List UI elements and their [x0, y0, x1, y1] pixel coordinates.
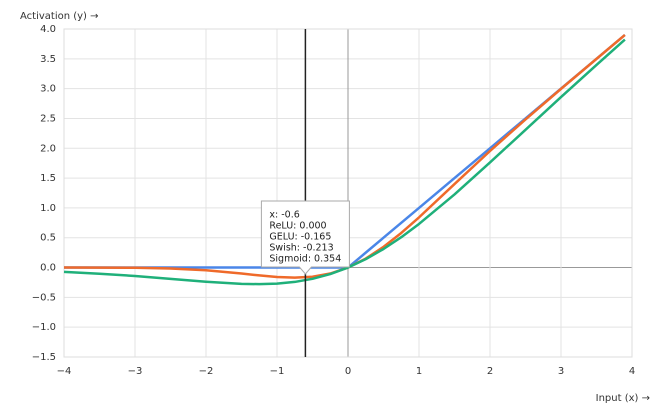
- y-tick-label: −1.0: [32, 322, 56, 333]
- y-axis-label: Activation (y) →: [20, 11, 99, 22]
- x-tick-label: −2: [199, 366, 214, 377]
- x-tick-label: 0: [345, 366, 351, 377]
- y-tick-label: 4.0: [40, 24, 56, 35]
- x-tick-label: 1: [416, 366, 422, 377]
- y-tick-label: −0.5: [32, 292, 56, 303]
- y-tick-label: 1.0: [40, 203, 56, 214]
- x-tick-label: 3: [558, 366, 564, 377]
- plot-border: [63, 28, 633, 358]
- x-tick-label: 4: [629, 366, 635, 377]
- y-tick-label: 3.0: [40, 84, 56, 95]
- y-tick-label: 2.0: [40, 143, 56, 154]
- y-tick-label: 3.5: [40, 54, 56, 65]
- series-line: [64, 34, 626, 269]
- tooltip-line: GELU: -0.165: [269, 232, 331, 243]
- lines: [63, 34, 626, 286]
- y-tick-label: 0.0: [40, 263, 56, 274]
- x-axis-label: Input (x) →: [596, 393, 650, 404]
- x-tick-label: −3: [128, 366, 143, 377]
- tooltip-line: ReLU: 0.000: [269, 221, 326, 232]
- y-tick-label: 1.5: [40, 173, 56, 184]
- x-tick-label: 2: [487, 366, 493, 377]
- tooltip-line: x: -0.6: [269, 210, 299, 221]
- y-tick-label: 0.5: [40, 233, 56, 244]
- series-line: [63, 38, 626, 286]
- x-tick-label: −4: [57, 366, 72, 377]
- tooltip-line: Sigmoid: 0.354: [269, 254, 341, 265]
- y-tick-label: −1.5: [32, 352, 56, 363]
- x-tick-label: −1: [270, 366, 285, 377]
- tooltip-line: Swish: -0.213: [269, 243, 333, 254]
- tooltip-box: [260, 200, 350, 275]
- y-tick-label: 2.5: [40, 113, 56, 124]
